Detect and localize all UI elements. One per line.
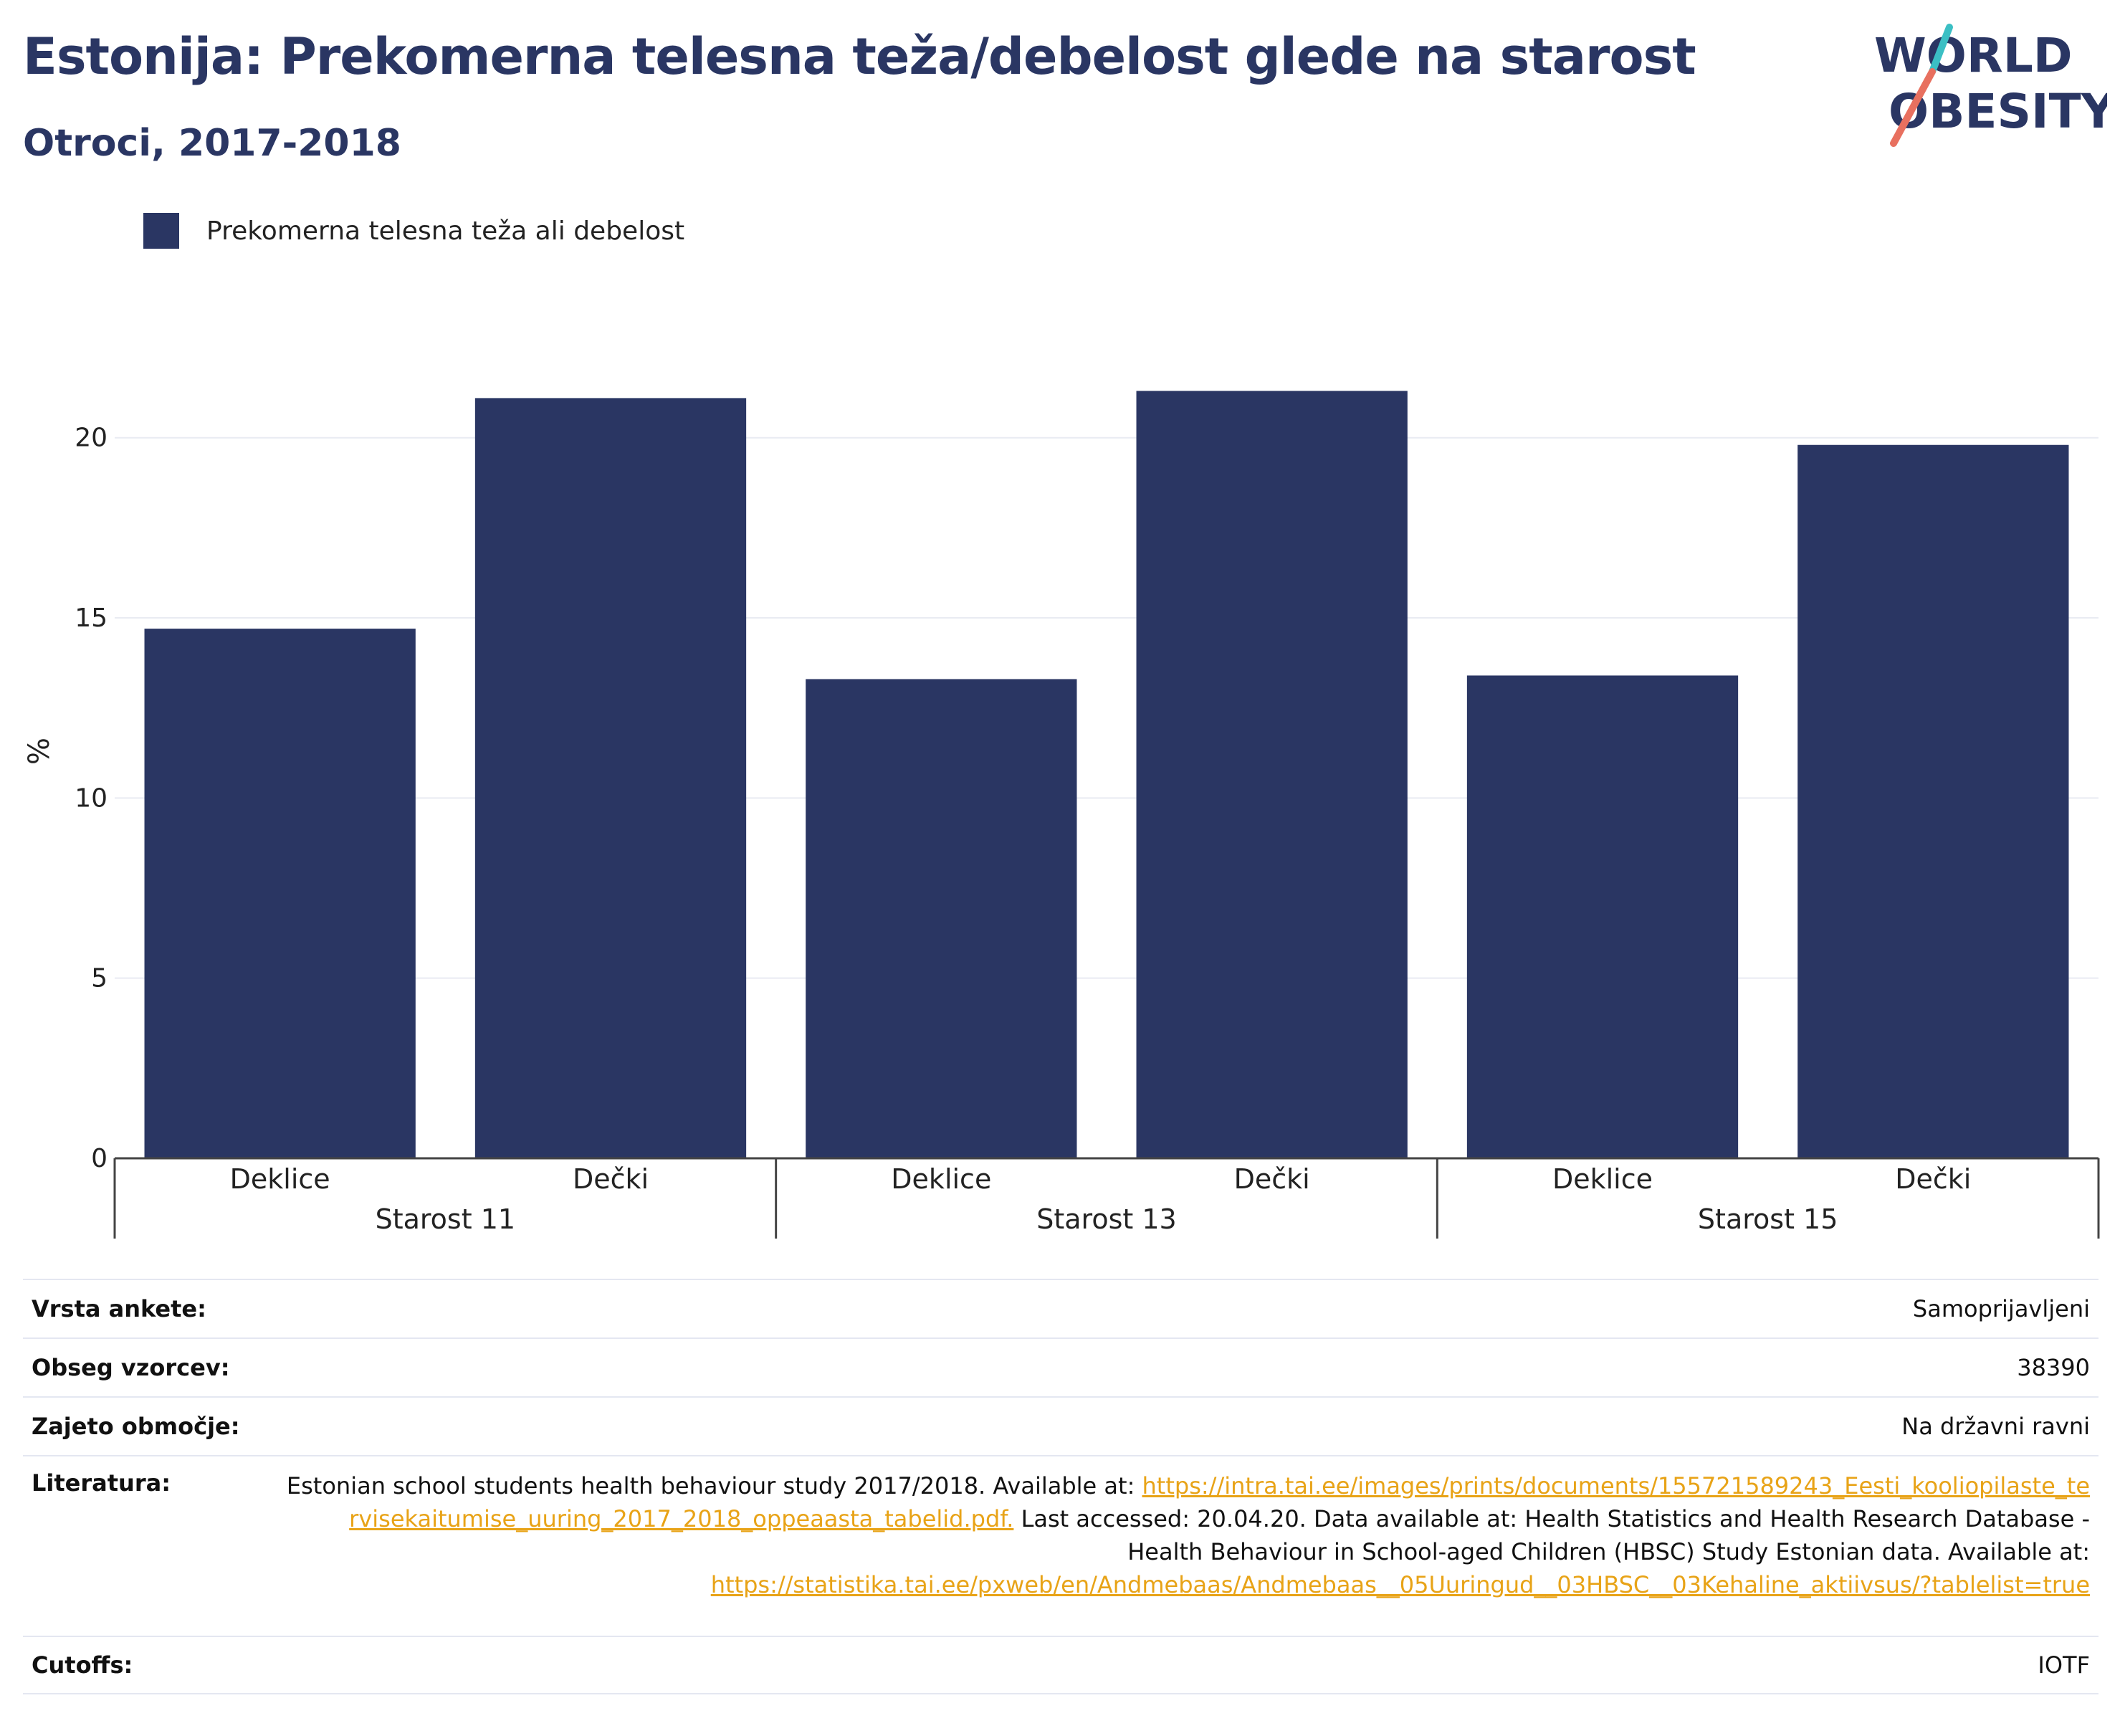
- chart-legend: Prekomerna telesna teža ali debelost: [143, 212, 684, 249]
- x-tick-label: Dečki: [1895, 1163, 1971, 1195]
- meta-row-area: Zajeto območje: Na državni ravni: [23, 1396, 2098, 1455]
- legend-label: Prekomerna telesna teža ali debelost: [206, 216, 685, 246]
- group-label: Starost 13: [1036, 1203, 1176, 1235]
- meta-row-survey-type: Vrsta ankete: Samoprijavljeni: [23, 1279, 2098, 1337]
- cutoffs-value: IOTF: [2038, 1651, 2090, 1679]
- sample-size-label: Obseg vzorcev:: [32, 1354, 230, 1381]
- cutoffs-label: Cutoffs:: [32, 1651, 133, 1679]
- legend-swatch: [143, 213, 179, 249]
- world-obesity-logo: WORLD OBESITY: [1874, 24, 2107, 147]
- metadata-table: Vrsta ankete: Samoprijavljeni Obseg vzor…: [23, 1279, 2098, 1694]
- group-label: Starost 11: [376, 1203, 515, 1235]
- logo-line-world: WORLD: [1874, 28, 2073, 83]
- bar: [1466, 675, 1739, 1158]
- x-tick-label: Deklice: [1552, 1163, 1653, 1195]
- x-tick-label: Deklice: [230, 1163, 330, 1195]
- meta-row-cutoffs: Cutoffs: IOTF: [23, 1636, 2098, 1694]
- literature-text-2: Last accessed: 20.04.20. Data available …: [1021, 1505, 2090, 1565]
- area-label: Zajeto območje:: [32, 1413, 240, 1440]
- bar: [1797, 444, 2069, 1158]
- literature-link-2[interactable]: https://statistika.tai.ee/pxweb/en/Andme…: [710, 1571, 2090, 1598]
- logo-line-obesity: OBESITY: [1889, 84, 2107, 139]
- bar: [1136, 391, 1408, 1158]
- bar: [806, 679, 1077, 1158]
- chart-subtitle: Otroci, 2017-2018: [23, 122, 401, 165]
- survey-type-value: Samoprijavljeni: [1912, 1295, 2090, 1322]
- x-tick-label: Dečki: [1234, 1163, 1310, 1195]
- logo-slash-upper: [1929, 24, 1953, 75]
- x-tick-label: Dečki: [573, 1163, 649, 1195]
- y-tick-label: 10: [75, 783, 108, 813]
- meta-row-sample-size: Obseg vzorcev: 38390: [23, 1337, 2098, 1396]
- bar: [474, 398, 747, 1159]
- sample-size-value: 38390: [2017, 1354, 2090, 1381]
- group-label: Starost 15: [1698, 1203, 1838, 1235]
- meta-row-literature: Literatura: Estonian school students hea…: [23, 1455, 2098, 1636]
- literature-value: Estonian school students health behaviou…: [284, 1469, 2090, 1601]
- y-tick-label: 15: [75, 604, 108, 633]
- x-tick-label: Deklice: [891, 1163, 991, 1195]
- y-tick-label: 20: [75, 424, 108, 453]
- chart-title: Estonija: Prekomerna telesna teža/debelo…: [23, 27, 1696, 86]
- area-value: Na državni ravni: [1901, 1413, 2090, 1440]
- y-tick-label: 5: [91, 964, 108, 993]
- literature-label: Literatura:: [32, 1469, 171, 1497]
- bar-chart: 0 5 10 15 20% Deklice Dečki Deklice Dečki Deklice…: [23, 391, 2100, 1239]
- y-axis-label: %: [23, 738, 56, 765]
- literature-text-1: Estonian school students health behaviou…: [286, 1472, 1135, 1499]
- bar: [144, 629, 416, 1158]
- y-tick-label: 0: [91, 1144, 108, 1173]
- logo-slash-lower: [1890, 68, 1936, 147]
- literature-link-1[interactable]: https://intra.tai.ee/images/prints/docum…: [349, 1472, 2090, 1532]
- survey-type-label: Vrsta ankete:: [32, 1295, 206, 1322]
